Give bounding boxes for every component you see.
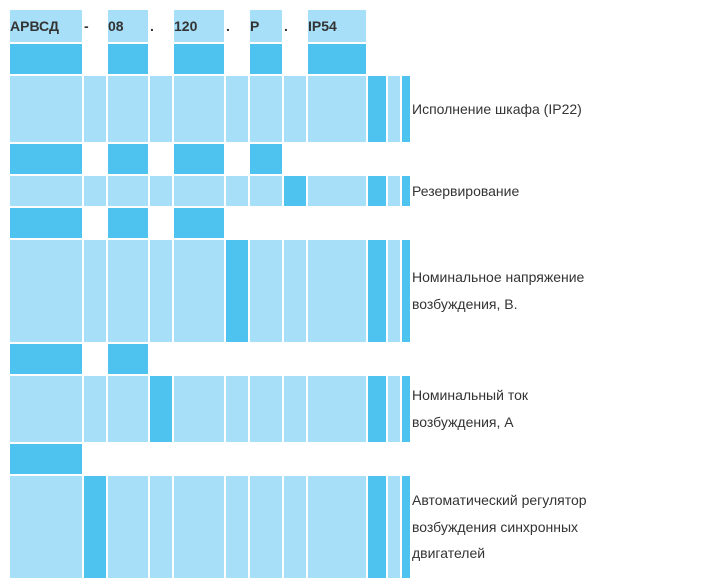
desc-current: Номинальный ток возбуждения, А [412, 376, 620, 442]
connector-row [10, 44, 620, 74]
row-reserve: Резервирование [10, 176, 620, 206]
code-part-voltage: 120 [174, 10, 224, 42]
code-part-arvsd: АРВСД [10, 10, 82, 42]
code-part-current: 08 [108, 10, 148, 42]
sep-dot-3: . [284, 10, 306, 42]
desc-reserve: Резервирование [412, 176, 620, 206]
header-row: АРВСД - 08 . 120 . Р . IP54 [10, 10, 620, 42]
desc-ip: Исполнение шкафа (IP22) [412, 76, 620, 142]
sep-dash: - [84, 10, 106, 42]
code-part-ip: IP54 [308, 10, 366, 42]
connector-row [10, 144, 620, 174]
desc-voltage: Номинальное напряжение возбуждения, В. [412, 240, 620, 342]
row-voltage: Номинальное напряжение возбуждения, В. [10, 240, 620, 342]
sep-dot-1: . [150, 10, 172, 42]
desc-device: Автоматический регулятор возбуждения син… [412, 476, 620, 578]
row-current: Номинальный ток возбуждения, А [10, 376, 620, 442]
row-device: Автоматический регулятор возбуждения син… [10, 476, 620, 578]
connector-row [10, 344, 620, 374]
connector-row [10, 444, 620, 474]
product-code-table: АРВСД - 08 . 120 . Р . IP54 Исполнение ш… [8, 8, 622, 580]
code-part-reserve: Р [250, 10, 282, 42]
connector-row [10, 208, 620, 238]
sep-dot-2: . [226, 10, 248, 42]
row-ip: Исполнение шкафа (IP22) [10, 76, 620, 142]
